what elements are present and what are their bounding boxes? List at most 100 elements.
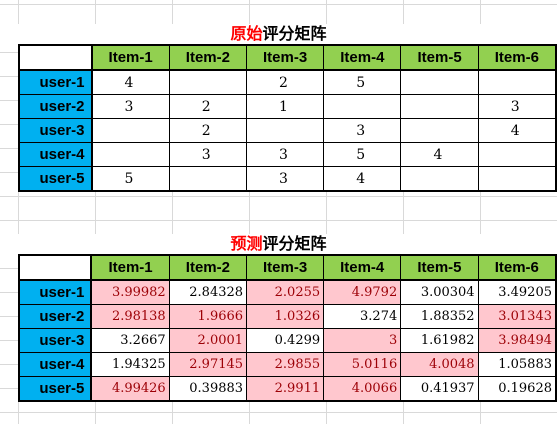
table-row: user-5 5 3 4 — [18, 166, 557, 192]
prediction-cell-highlighted[interactable]: 3.98494 — [477, 328, 557, 353]
rating-cell[interactable]: 5 — [91, 166, 170, 192]
column-header[interactable]: Item-2 — [168, 254, 248, 281]
row-header[interactable]: user-1 — [18, 279, 93, 305]
rating-cell[interactable]: 1 — [245, 94, 325, 119]
prediction-cell[interactable]: 1.05883 — [477, 352, 557, 377]
prediction-cell-highlighted[interactable]: 2.9911 — [246, 376, 325, 402]
header-row: Item-1 Item-2 Item-3 Item-4 Item-5 Item-… — [18, 254, 557, 281]
original-title-lead: 原始 — [230, 24, 263, 43]
predicted-matrix-title: 预测评分矩阵 — [0, 234, 557, 254]
prediction-cell[interactable]: 3.274 — [323, 304, 402, 329]
prediction-cell-highlighted[interactable]: 4.0066 — [323, 376, 402, 402]
rating-cell[interactable] — [400, 118, 479, 143]
column-header[interactable]: Item-3 — [245, 44, 325, 71]
prediction-cell-highlighted[interactable]: 3.99982 — [90, 279, 170, 305]
corner-cell[interactable] — [18, 254, 93, 281]
row-header[interactable]: user-3 — [18, 328, 93, 353]
table-row: user-5 4.99426 0.39883 2.9911 4.0066 0.4… — [18, 376, 557, 402]
rating-cell[interactable] — [477, 142, 557, 167]
prediction-cell-highlighted[interactable]: 4.9792 — [323, 279, 402, 305]
column-header[interactable]: Item-4 — [323, 254, 402, 281]
prediction-cell[interactable]: 2.84328 — [168, 279, 248, 305]
rating-cell[interactable]: 3 — [323, 118, 402, 143]
prediction-cell-highlighted[interactable]: 3 — [323, 328, 402, 353]
rating-cell[interactable]: 3 — [168, 142, 248, 167]
column-header[interactable]: Item-2 — [168, 44, 248, 71]
rating-cell[interactable]: 2 — [245, 69, 325, 95]
prediction-cell[interactable]: 3.2667 — [90, 328, 170, 353]
column-header[interactable]: Item-1 — [90, 254, 170, 281]
predicted-title-rest: 评分矩阵 — [262, 234, 327, 253]
prediction-cell-highlighted[interactable]: 4.0048 — [400, 352, 479, 377]
prediction-cell-highlighted[interactable]: 2.98138 — [90, 304, 170, 329]
predicted-title-lead: 预测 — [230, 234, 263, 253]
table-row: user-3 2 3 4 — [18, 118, 557, 143]
rating-cell[interactable]: 4 — [91, 69, 170, 95]
rating-cell[interactable] — [477, 69, 557, 95]
rating-cell[interactable]: 4 — [477, 118, 557, 143]
rating-cell[interactable]: 4 — [400, 142, 479, 167]
prediction-cell[interactable]: 0.41937 — [400, 376, 479, 402]
rating-cell[interactable] — [91, 118, 170, 143]
corner-cell[interactable] — [18, 44, 93, 71]
prediction-cell[interactable]: 3.00304 — [400, 279, 479, 305]
prediction-cell-highlighted[interactable]: 2.9855 — [246, 352, 325, 377]
prediction-cell-highlighted[interactable]: 4.99426 — [90, 376, 170, 402]
prediction-cell[interactable]: 0.19628 — [477, 376, 557, 402]
column-header[interactable]: Item-1 — [91, 44, 170, 71]
row-header[interactable]: user-5 — [18, 376, 93, 402]
original-matrix-title: 原始评分矩阵 — [0, 24, 557, 44]
prediction-cell-highlighted[interactable]: 3.01343 — [477, 304, 557, 329]
rating-cell[interactable] — [400, 166, 479, 192]
row-header[interactable]: user-1 — [18, 69, 93, 95]
row-header[interactable]: user-2 — [18, 304, 93, 329]
rating-cell[interactable] — [323, 94, 402, 119]
prediction-cell[interactable]: 0.4299 — [246, 328, 325, 353]
rating-cell[interactable]: 2 — [168, 94, 248, 119]
original-rating-table: Item-1 Item-2 Item-3 Item-4 Item-5 Item-… — [18, 44, 557, 192]
rating-cell[interactable]: 4 — [323, 166, 402, 192]
row-header[interactable]: user-3 — [18, 118, 93, 143]
table-row: user-2 3 2 1 3 — [18, 94, 557, 119]
rating-cell[interactable]: 2 — [168, 118, 248, 143]
row-header[interactable]: user-5 — [18, 166, 93, 192]
row-header[interactable]: user-2 — [18, 94, 93, 119]
rating-cell[interactable]: 3 — [245, 166, 325, 192]
prediction-cell-highlighted[interactable]: 2.0001 — [168, 328, 248, 353]
prediction-cell-highlighted[interactable]: 2.0255 — [246, 279, 325, 305]
prediction-cell-highlighted[interactable]: 2.97145 — [168, 352, 248, 377]
prediction-cell[interactable]: 3.49205 — [477, 279, 557, 305]
rating-cell[interactable] — [91, 142, 170, 167]
column-header[interactable]: Item-4 — [323, 44, 402, 71]
column-header[interactable]: Item-6 — [477, 44, 557, 71]
prediction-cell-highlighted[interactable]: 1.9666 — [168, 304, 248, 329]
rating-cell[interactable]: 3 — [91, 94, 170, 119]
row-header[interactable]: user-4 — [18, 352, 93, 377]
table-row: user-3 3.2667 2.0001 0.4299 3 1.61982 3.… — [18, 328, 557, 353]
column-header[interactable]: Item-5 — [400, 254, 479, 281]
rating-cell[interactable] — [477, 166, 557, 192]
rating-cell[interactable] — [245, 118, 325, 143]
original-title-rest: 评分矩阵 — [262, 24, 327, 43]
table-row: user-4 3 3 5 4 — [18, 142, 557, 167]
rating-cell[interactable]: 3 — [477, 94, 557, 119]
rating-cell[interactable] — [168, 69, 248, 95]
prediction-cell[interactable]: 1.88352 — [400, 304, 479, 329]
row-header[interactable]: user-4 — [18, 142, 93, 167]
prediction-cell[interactable]: 0.39883 — [168, 376, 248, 402]
prediction-cell-highlighted[interactable]: 1.0326 — [246, 304, 325, 329]
rating-cell[interactable]: 5 — [323, 142, 402, 167]
rating-cell[interactable] — [400, 94, 479, 119]
column-header[interactable]: Item-5 — [400, 44, 479, 71]
rating-cell[interactable]: 3 — [245, 142, 325, 167]
rating-cell[interactable]: 5 — [323, 69, 402, 95]
rating-cell[interactable] — [168, 166, 248, 192]
column-header[interactable]: Item-6 — [477, 254, 557, 281]
header-row: Item-1 Item-2 Item-3 Item-4 Item-5 Item-… — [18, 44, 557, 71]
prediction-cell[interactable]: 1.94325 — [90, 352, 170, 377]
column-header[interactable]: Item-3 — [246, 254, 325, 281]
prediction-cell-highlighted[interactable]: 5.0116 — [323, 352, 402, 377]
rating-cell[interactable] — [400, 69, 479, 95]
predicted-rating-table: Item-1 Item-2 Item-3 Item-4 Item-5 Item-… — [18, 254, 557, 402]
prediction-cell[interactable]: 1.61982 — [400, 328, 479, 353]
